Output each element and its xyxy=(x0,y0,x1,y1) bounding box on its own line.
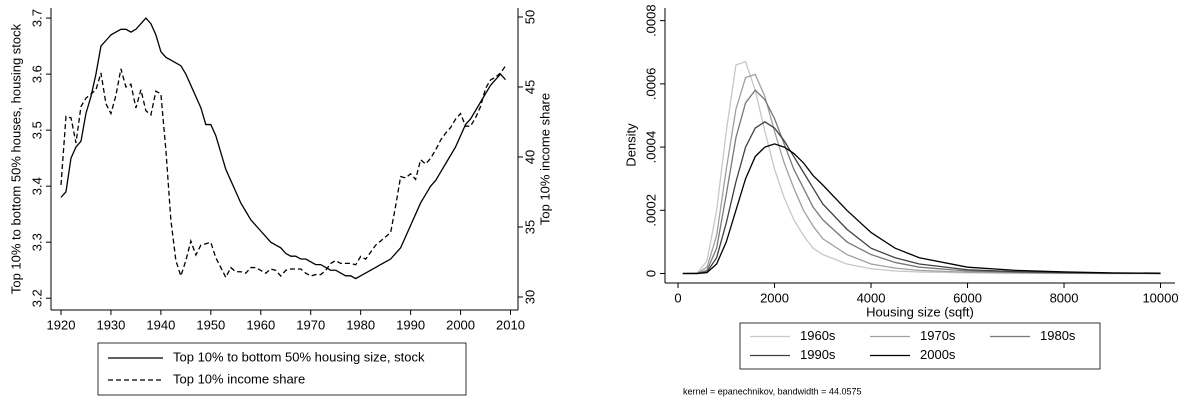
x-tick-label: 8000 xyxy=(1050,290,1079,305)
x-tick-label: 1950 xyxy=(196,317,225,332)
legend-label: 1960s xyxy=(800,328,836,343)
legend-label: 1980s xyxy=(1040,328,1076,343)
y-tick-label: 3.3 xyxy=(29,233,44,251)
x-tick-label: 1930 xyxy=(96,317,125,332)
x-tick-label: 1940 xyxy=(146,317,175,332)
series-line xyxy=(60,65,507,279)
legend-label: 2000s xyxy=(920,347,956,362)
x-tick-label: 1990 xyxy=(396,317,425,332)
legend-label: Top 10% to bottom 50% housing size, stoc… xyxy=(173,349,425,364)
x-tick-label: 1920 xyxy=(47,317,76,332)
legend-box xyxy=(739,322,1101,370)
y-tick-label: 3.6 xyxy=(29,65,44,83)
x-tick-label: 2010 xyxy=(496,317,525,332)
series-line xyxy=(682,121,1161,275)
y-tick-label: 0 xyxy=(643,270,658,277)
x-tick-label: 1960 xyxy=(246,317,275,332)
x-tick-label: 2000 xyxy=(446,317,475,332)
x-tick-label: 4000 xyxy=(857,290,886,305)
y-axis-title: Top 10% to bottom 50% houses, housing st… xyxy=(8,23,23,294)
x-tick-label: 1970 xyxy=(296,317,325,332)
series-line xyxy=(682,60,1161,275)
y-tick-label: 3.2 xyxy=(29,289,44,307)
y-tick-label: 3.5 xyxy=(29,121,44,139)
legend-box xyxy=(97,342,467,396)
y-tick-label: 3.4 xyxy=(29,177,44,195)
y-tick-label: .0002 xyxy=(643,194,658,227)
series-line xyxy=(682,143,1161,275)
y2-tick-label: 45 xyxy=(522,80,537,94)
legend-label: Top 10% income share xyxy=(173,371,305,386)
note: kernel = epanechnikov, bandwidth = 44.05… xyxy=(683,386,861,396)
y2-tick-label: 30 xyxy=(522,290,537,304)
y-axis-title: Density xyxy=(623,123,638,167)
x-tick-label: 10000 xyxy=(1142,290,1178,305)
x-tick-label: 1980 xyxy=(346,317,375,332)
x-tick-label: 2000 xyxy=(760,290,789,305)
y-tick-label: .0004 xyxy=(643,131,658,164)
y2-tick-label: 40 xyxy=(522,150,537,164)
y-tick-label: .0008 xyxy=(643,4,658,37)
legend-label: 1970s xyxy=(920,328,956,343)
y2-tick-label: 35 xyxy=(522,220,537,234)
series-line xyxy=(682,89,1161,275)
y2-axis-title: Top 10% income share xyxy=(537,93,552,225)
series-line xyxy=(60,17,506,280)
y-tick-label: 3.7 xyxy=(29,9,44,27)
y-tick-label: .0006 xyxy=(643,68,658,101)
series-line xyxy=(682,73,1161,275)
x-tick-label: 6000 xyxy=(953,290,982,305)
y2-tick-label: 50 xyxy=(522,10,537,24)
legend-label: 1990s xyxy=(800,347,836,362)
x-axis-title: Housing size (sqft) xyxy=(866,304,974,319)
x-tick-label: 0 xyxy=(674,290,681,305)
